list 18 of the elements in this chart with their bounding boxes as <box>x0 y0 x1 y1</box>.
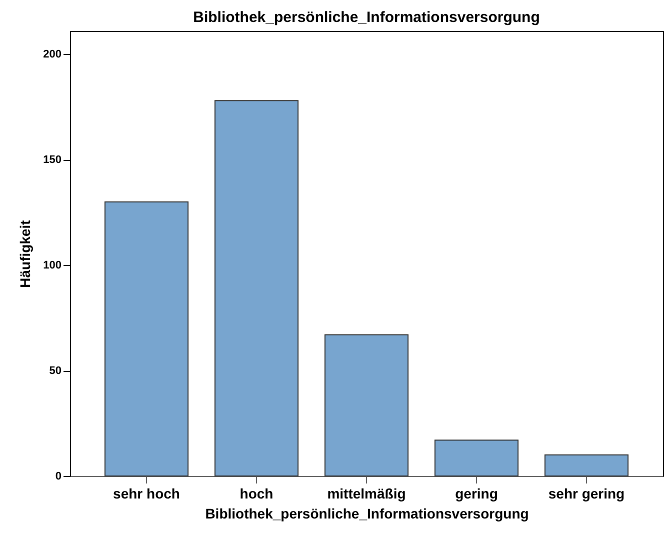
y-tick-label: 200 <box>43 48 62 61</box>
bar <box>104 201 189 476</box>
x-tick-label: gering <box>455 486 498 502</box>
bar <box>544 454 629 476</box>
y-tick-label: 150 <box>43 154 62 166</box>
x-tick-label: hoch <box>240 486 274 502</box>
bar <box>324 334 409 476</box>
x-axis-title: Bibliothek_persönliche_Informationsversorgung <box>205 506 529 522</box>
x-tick-label: mittelmäßig <box>327 486 406 502</box>
chart-title: Bibliothek_persönliche_Informationsversorgung <box>193 9 540 26</box>
y-axis-title: Häufigkeit <box>17 220 34 288</box>
x-tick-label: sehr gering <box>548 486 625 502</box>
y-tick-label: 50 <box>49 365 62 378</box>
bar <box>434 440 519 476</box>
bar <box>214 100 299 476</box>
y-tick-label: 100 <box>43 260 62 272</box>
x-tick-label: sehr hoch <box>113 486 180 502</box>
y-tick-label: 0 <box>55 470 62 482</box>
